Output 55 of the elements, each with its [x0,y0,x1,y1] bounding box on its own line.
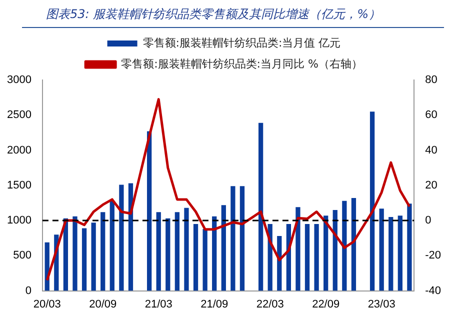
bar [128,183,134,291]
y-tick-label: 2000 [6,144,32,156]
bar [91,222,96,291]
y2-tick-label: 80 [425,74,438,86]
bar [398,216,402,291]
y-tick-label: 1000 [6,214,32,227]
x-tick-label: 23/03 [368,298,396,310]
y-tick-label: 1500 [6,179,32,192]
legend-label: 零售额:服装鞋帽针纺织品类:当月同比 %（右轴） [121,57,362,70]
bar [370,112,375,291]
bar [212,216,217,291]
y-tick-label: 0 [25,284,32,297]
bar [221,205,226,291]
bar [240,186,245,291]
x-tick-label: 21/03 [144,298,172,310]
bar [407,204,412,291]
chart-title: 图表53: 服装鞋帽针纺织品类零售额及其同比增速（亿元，%） [22,0,444,28]
y2-tick-label: -20 [425,250,442,262]
bar [202,228,208,291]
bar [166,218,170,291]
bar [342,200,347,291]
bar [156,212,161,291]
bar [314,224,319,291]
bar [351,198,356,291]
y2-tick-label: 60 [425,109,438,122]
x-tick-label: 20/09 [89,298,117,310]
bar [304,224,310,291]
x-tick-label: 22/09 [312,298,340,310]
x-tick-label: 22/03 [256,298,284,310]
bar [296,207,300,291]
bar [332,210,338,291]
y-tick-label: 2500 [6,109,32,122]
bar [184,208,189,291]
bar [230,186,236,291]
y2-tick-label: -40 [425,284,442,297]
bar [388,217,394,291]
x-tick-label: 20/03 [33,298,61,310]
x-tick-label: 21/09 [200,298,228,310]
legend-label: 零售额:服装鞋帽针纺织品类:当月值 亿元 [142,36,341,50]
bar [193,224,198,291]
y2-tick-label: 40 [425,144,438,156]
bar [100,212,106,291]
bar [379,208,384,291]
bar [110,200,114,291]
y2-tick-label: 20 [425,179,438,192]
bar [72,216,78,291]
y-tick-label: 500 [13,250,32,262]
bar [82,228,87,291]
bar [146,131,152,291]
bar [258,122,264,291]
bar [119,184,124,291]
y-tick-label: 3000 [6,74,32,86]
y2-tick-label: 0 [425,214,432,227]
bar [324,216,328,291]
bar [174,212,180,291]
